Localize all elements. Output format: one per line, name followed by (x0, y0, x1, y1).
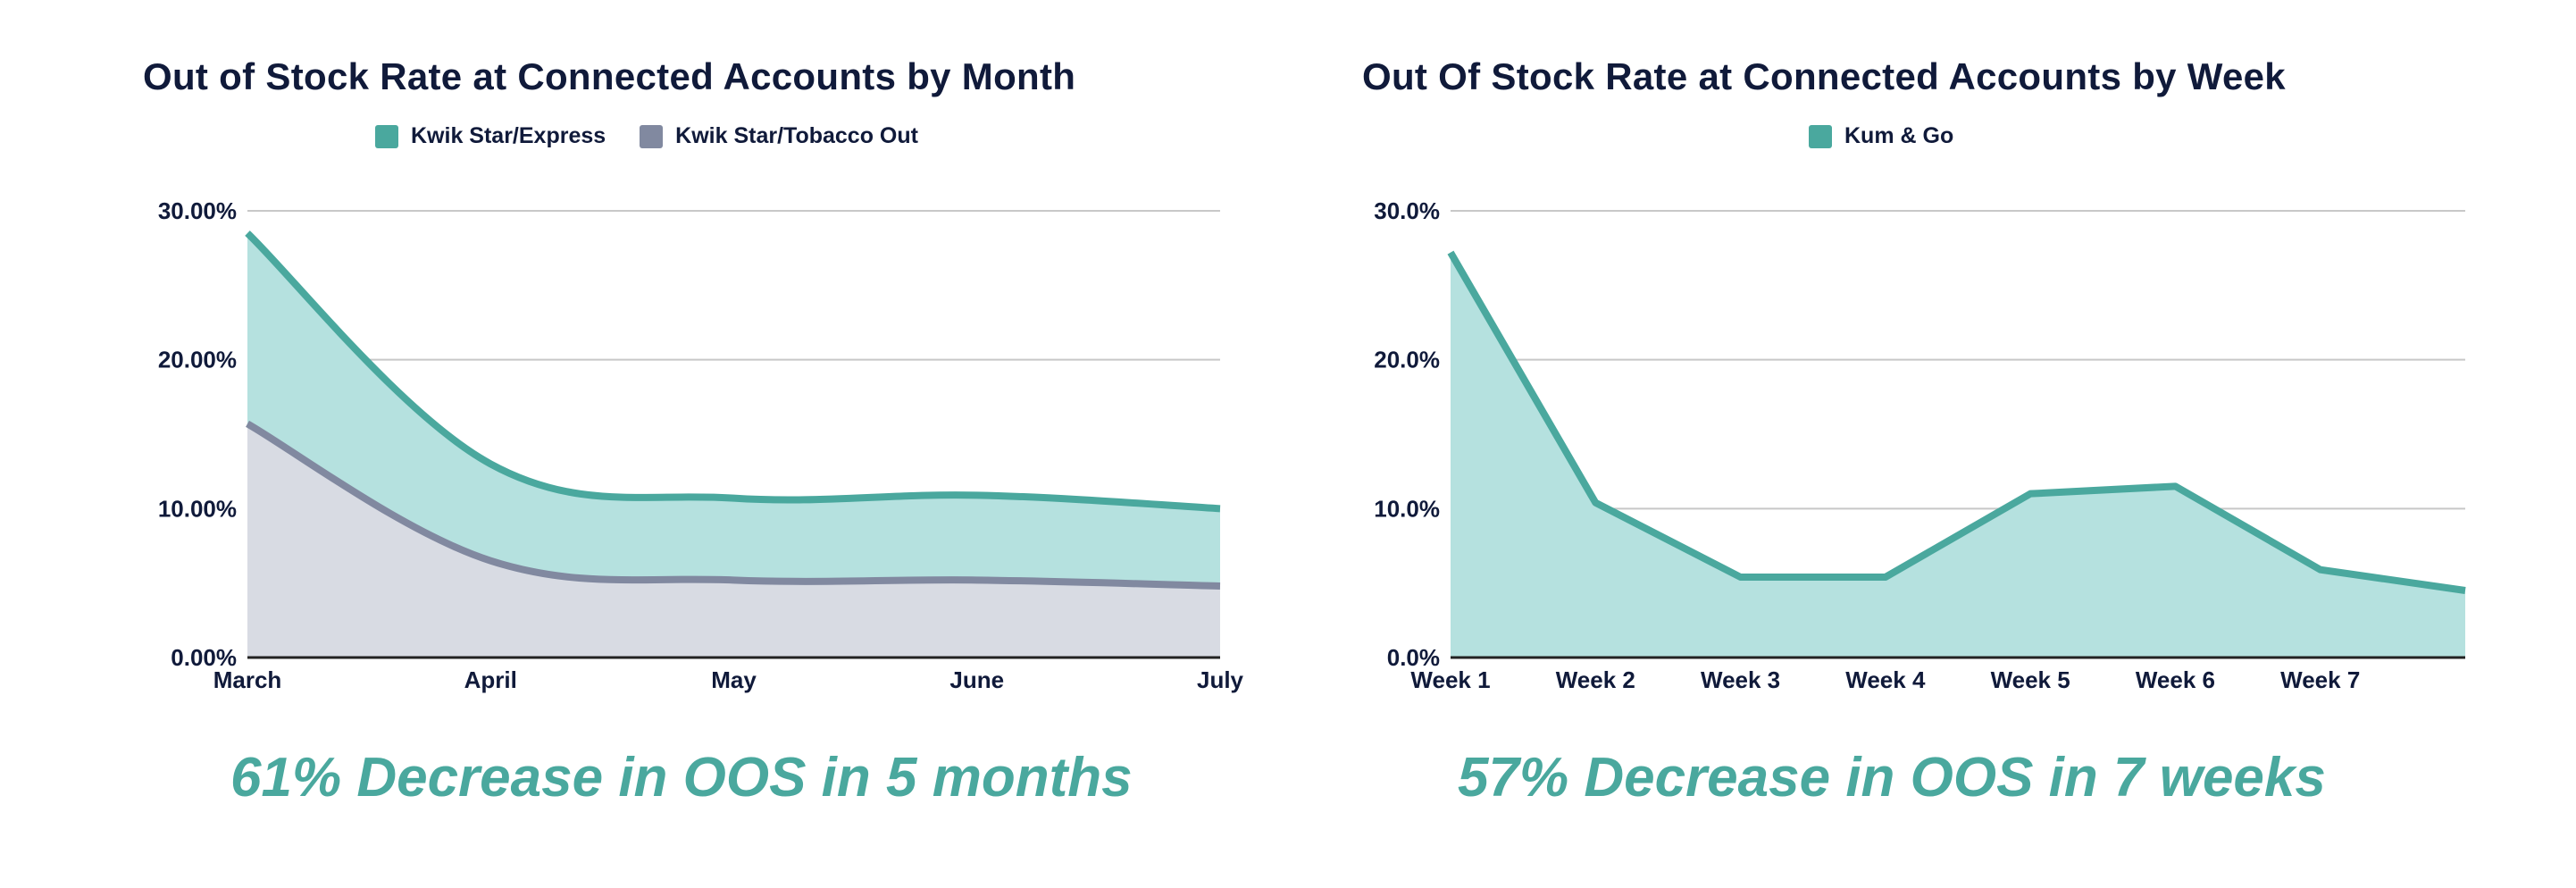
chart1-legend: Kwik Star/Express Kwik Star/Tobacco Out (375, 123, 918, 149)
legend-item-kwik-star-express: Kwik Star/Express (375, 123, 606, 149)
area-fill-0 (1451, 252, 2465, 658)
legend-swatch (375, 124, 398, 148)
chart2-caption: 57% Decrease in OOS in 7 weeks (1458, 747, 2326, 808)
legend-label: Kwik Star/Express (411, 123, 606, 148)
x-tick-label: June (949, 666, 1004, 693)
x-tick-label: Week 7 (2280, 666, 2360, 693)
x-tick-label: May (711, 666, 757, 693)
x-tick-label: March (213, 666, 282, 693)
x-tick-label: Week 2 (1556, 666, 1635, 693)
y-tick-label: 30.0% (1374, 197, 1440, 224)
x-tick-label: April (464, 666, 517, 693)
x-tick-label: Week 3 (1701, 666, 1780, 693)
chart1-title: Out of Stock Rate at Connected Accounts … (143, 55, 1076, 97)
chart2-legend: Kum & Go (1809, 123, 1953, 149)
x-tick-label: Week 4 (1845, 666, 1926, 693)
y-tick-label: 10.0% (1374, 495, 1440, 522)
y-tick-label: 30.00% (158, 197, 237, 224)
legend-item-kwik-star-tobacco: Kwik Star/Tobacco Out (640, 123, 918, 149)
x-tick-label: Week 6 (2136, 666, 2215, 693)
series-line-0 (1447, 250, 2466, 594)
series-line-1 (246, 420, 1221, 590)
legend-label: Kwik Star/Tobacco Out (675, 123, 918, 148)
x-tick-label: Week 5 (1991, 666, 2070, 693)
chart1-caption: 61% Decrease in OOS in 5 months (230, 747, 1133, 808)
series-line-0 (245, 230, 1221, 513)
area-fill-1 (247, 423, 1220, 658)
y-tick-label: 20.0% (1374, 347, 1440, 373)
legend-item-kum-go: Kum & Go (1809, 123, 1953, 149)
y-tick-label: 0.00% (171, 644, 237, 671)
y-tick-label: 20.00% (158, 347, 237, 373)
x-tick-label: July (1197, 666, 1244, 693)
y-tick-label: 0.0% (1387, 644, 1440, 671)
legend-swatch (1809, 124, 1832, 148)
legend-label: Kum & Go (1844, 123, 1954, 148)
legend-swatch (640, 124, 664, 148)
x-tick-label: Week 1 (1410, 666, 1490, 693)
area-fill-0 (247, 233, 1220, 658)
chart2-title: Out Of Stock Rate at Connected Accounts … (1362, 55, 2286, 97)
y-tick-label: 10.00% (158, 495, 237, 522)
